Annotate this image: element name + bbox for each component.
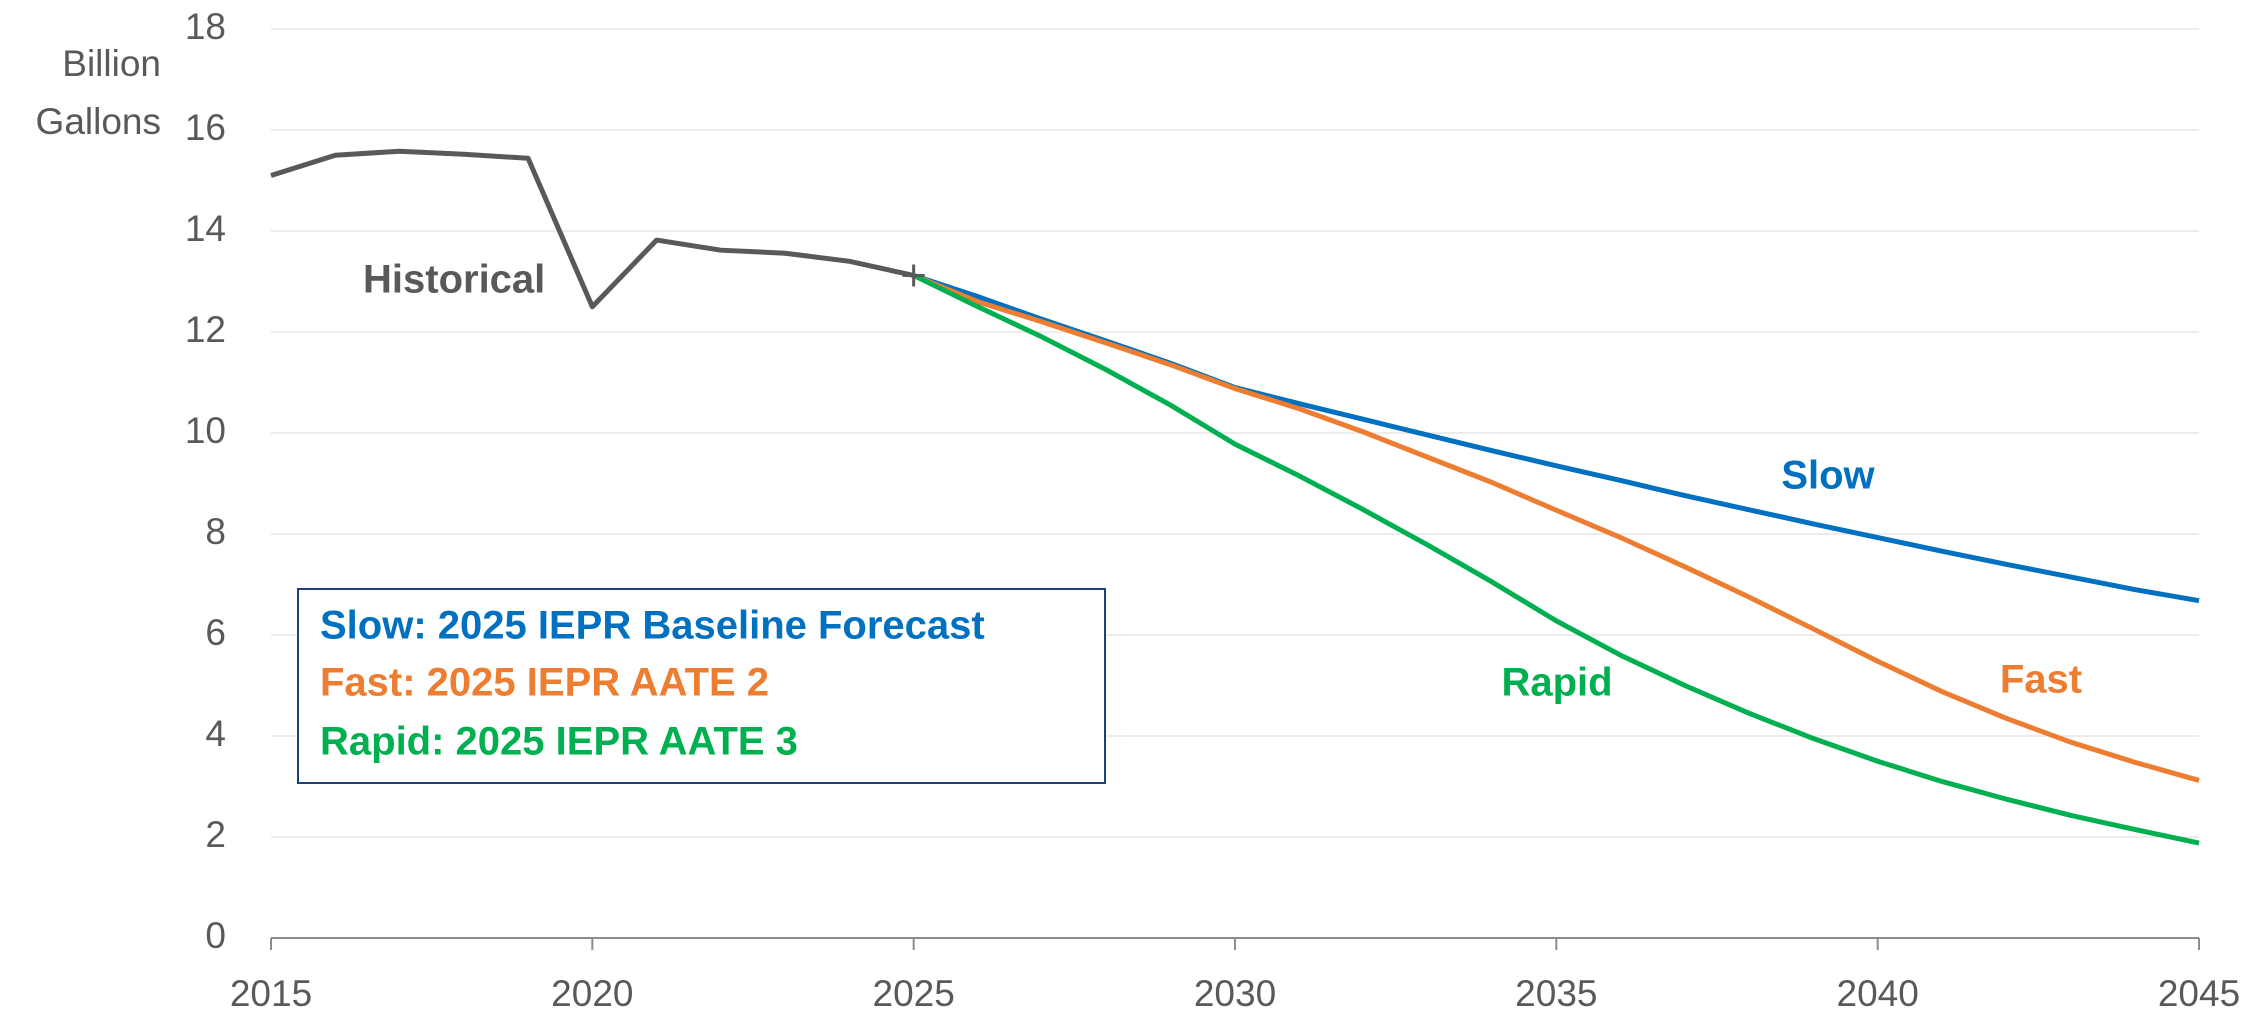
legend-entry: Rapid: 2025 IEPR AATE 3 [320,720,798,764]
y-tick-label: 4 [205,713,226,754]
x-tick-label: 2015 [230,973,312,1014]
series-line [912,273,2200,604]
series-label: Rapid [1501,661,1612,705]
x-tick-label: 2030 [1194,973,1276,1014]
y-tick-label: 2 [205,814,226,855]
series-label: Slow [1781,454,1875,498]
y-tick-label: 18 [185,6,226,47]
legend-entry: Slow: 2025 IEPR Baseline Forecast [320,604,985,648]
y-tick-label: 14 [185,208,226,249]
legend-entry: Fast: 2025 IEPR AATE 2 [320,661,769,705]
x-tick-label: 2025 [873,973,955,1014]
y-tick-label: 8 [205,511,226,552]
x-tick-label: 2045 [2158,973,2240,1014]
series-label: Fast [2000,658,2082,702]
series-line [912,273,2200,846]
y-tick-label: 10 [185,410,226,451]
y-axis-label: Gallons [36,101,161,142]
junction-marker [902,264,925,287]
series-line [912,273,2200,783]
x-tick-label: 2040 [1837,973,1919,1014]
x-tick-label: 2020 [551,973,633,1014]
y-axis-label: Billion [62,43,161,84]
y-tick-label: 0 [205,915,226,956]
series-label: Historical [363,258,545,302]
series-line [270,148,915,310]
legend-box [297,588,1106,784]
y-tick-label: 6 [205,612,226,653]
y-tick-label: 16 [185,107,226,148]
y-tick-label: 12 [185,309,226,350]
x-tick-label: 2035 [1515,973,1597,1014]
